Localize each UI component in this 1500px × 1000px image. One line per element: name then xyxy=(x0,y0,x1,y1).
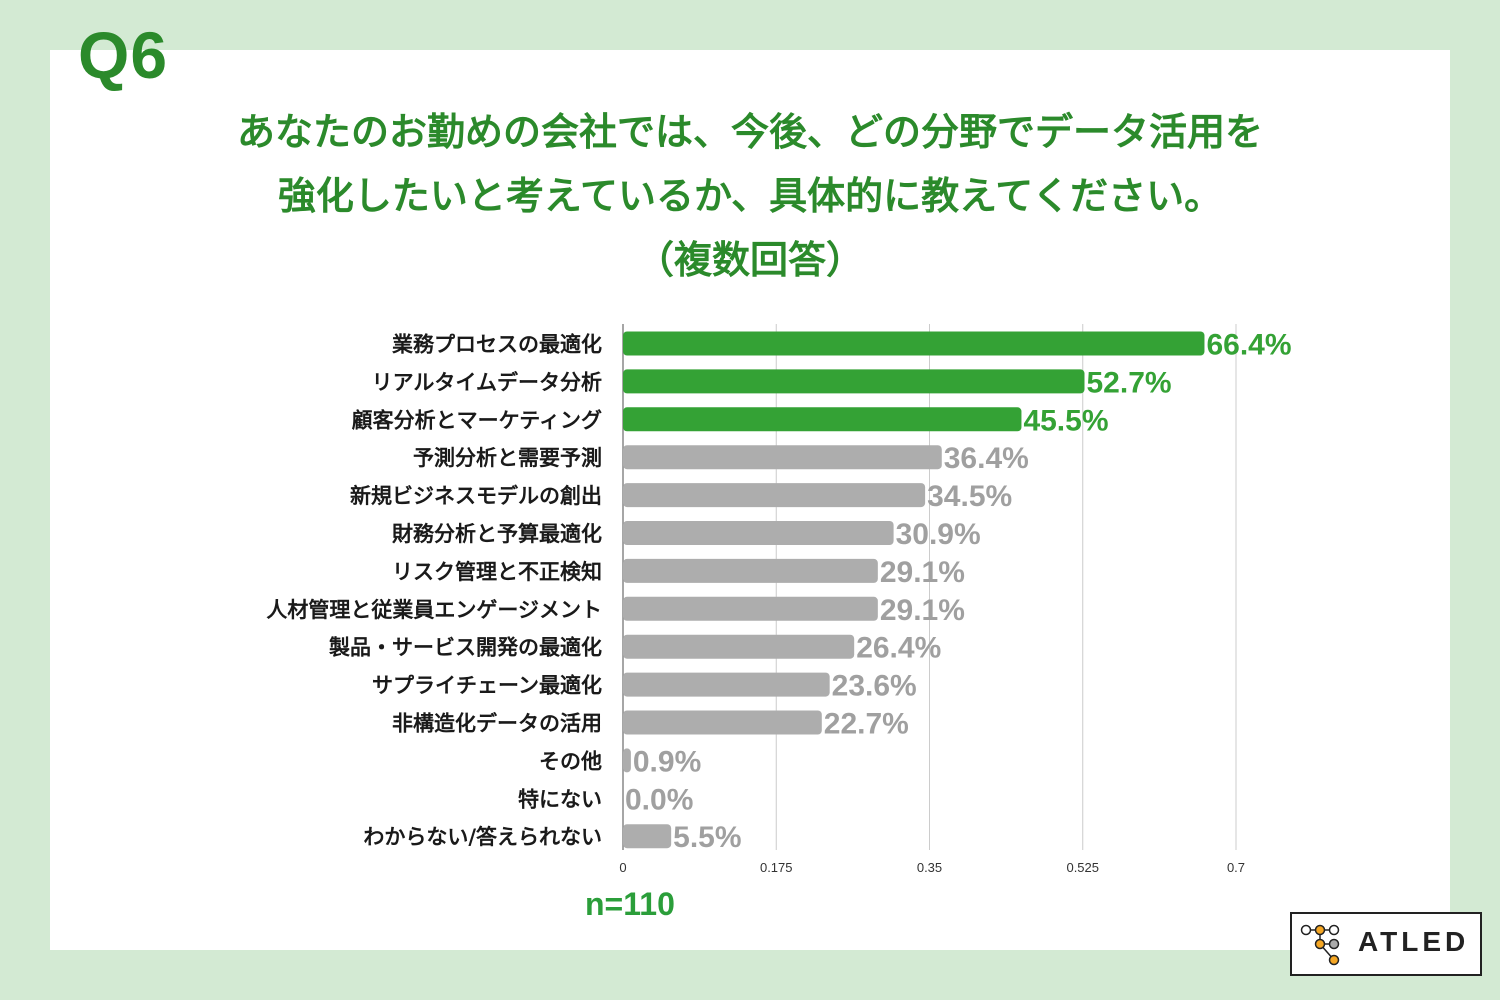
data-label: 0.9% xyxy=(633,745,701,778)
data-label: 36.4% xyxy=(944,442,1029,475)
bar xyxy=(623,558,878,583)
atled-logo: ATLED xyxy=(1290,912,1482,976)
data-label: 23.6% xyxy=(832,670,917,703)
bar xyxy=(623,483,926,508)
data-label: 26.4% xyxy=(856,632,941,665)
data-label: 30.9% xyxy=(896,518,981,551)
category-label: 非構造化データの活用 xyxy=(392,712,602,736)
data-label: 45.5% xyxy=(1023,404,1108,437)
question-number: Q6 xyxy=(78,18,169,92)
bar xyxy=(623,331,1205,356)
bar xyxy=(623,369,1085,394)
title-line-2: 強化したいと考えているか、具体的に教えてください。 xyxy=(277,174,1223,218)
x-tick-label: 0.525 xyxy=(1066,860,1099,875)
bar xyxy=(623,748,631,773)
bar xyxy=(623,710,822,735)
category-label: 製品・サービス開発の最適化 xyxy=(328,636,602,660)
data-label: 0.0% xyxy=(625,783,693,816)
x-tick-label: 0.35 xyxy=(917,860,942,875)
category-label: リスク管理と不正検知 xyxy=(392,560,602,584)
category-label: わからない/答えられない xyxy=(363,825,602,849)
bar xyxy=(623,596,878,621)
category-label: 業務プロセスの最適化 xyxy=(392,333,602,357)
sample-size-label: n=110 xyxy=(585,886,675,922)
category-label: リアルタイムデータ分析 xyxy=(372,370,602,394)
logo-mark-icon xyxy=(1300,924,1340,966)
x-tick-label: 0 xyxy=(619,860,626,875)
title-line-3: （複数回答） xyxy=(635,238,864,282)
bar xyxy=(623,445,942,470)
x-tick-label: 0.175 xyxy=(760,860,793,875)
title-line-1: あなたのお勤めの会社では、今後、どの分野でデータ活用を xyxy=(236,110,1263,154)
data-label: 5.5% xyxy=(673,821,741,854)
category-label: 予測分析と需要予測 xyxy=(413,446,602,470)
question-title: あなたのお勤めの会社では、今後、どの分野でデータ活用を 強化したいと考えているか… xyxy=(100,100,1400,292)
data-label: 66.4% xyxy=(1206,329,1291,362)
data-label: 22.7% xyxy=(824,708,909,741)
x-tick-label: 0.7 xyxy=(1227,860,1245,875)
data-label: 29.1% xyxy=(880,556,965,589)
category-label: 財務分析と予算最適化 xyxy=(392,522,602,546)
data-label: 34.5% xyxy=(927,480,1012,513)
bar xyxy=(623,407,1022,432)
bar xyxy=(623,521,894,545)
data-label: 29.1% xyxy=(880,594,965,627)
category-label: 特にない xyxy=(518,787,602,811)
data-label: 52.7% xyxy=(1087,366,1172,399)
bar xyxy=(623,824,672,849)
category-label: その他 xyxy=(539,749,602,773)
category-label: 人材管理と従業員エンゲージメント xyxy=(266,598,602,622)
category-label: 新規ビジネスモデルの創出 xyxy=(350,484,602,508)
category-label: 顧客分析とマーケティング xyxy=(352,408,602,432)
logo-text: ATLED xyxy=(1358,926,1470,957)
bar xyxy=(623,672,830,697)
bar xyxy=(623,634,855,659)
category-label: サプライチェーン最適化 xyxy=(372,674,602,698)
